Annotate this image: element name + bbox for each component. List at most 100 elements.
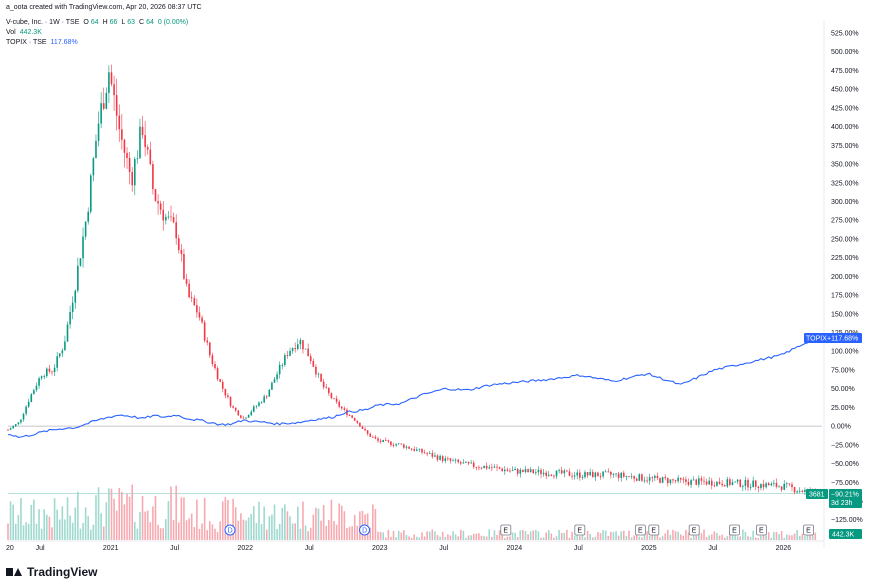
volume-bar [444, 536, 447, 540]
y-tick-label: 150.00% [831, 311, 859, 318]
volume-bar [731, 534, 734, 540]
volume-bar [211, 524, 214, 540]
candle-body [7, 429, 9, 431]
candle-body [77, 265, 79, 291]
volume-bar [216, 531, 219, 540]
candle-body [465, 461, 467, 463]
volume-bar [700, 533, 703, 540]
candle-body [139, 126, 141, 159]
volume-bar [465, 537, 467, 540]
volume-bar [77, 491, 79, 540]
candle-body [661, 477, 664, 483]
volume-bar [677, 531, 679, 540]
volume-bar [258, 501, 260, 540]
volume-legend[interactable]: Vol 442.3K [6, 28, 44, 37]
candle-body [157, 201, 159, 204]
volume-bar [760, 535, 762, 540]
candle-body [651, 477, 654, 479]
volume-bar [188, 518, 190, 540]
volume-bar [183, 497, 185, 540]
volume-bar [739, 536, 742, 540]
volume-bar [535, 529, 537, 540]
volume-bar [302, 501, 304, 540]
volume-bar [540, 537, 542, 540]
candle-body [165, 216, 167, 221]
volume-bar [128, 496, 131, 540]
volume-bar [674, 531, 677, 540]
candle-body [643, 480, 646, 482]
x-tick-label: Jul [170, 545, 179, 552]
candle-body [628, 476, 630, 478]
volume-bar [615, 531, 617, 540]
volume-bar [12, 504, 14, 540]
candle-body [183, 253, 185, 279]
volume-bar [232, 498, 234, 540]
y-tick-label: 425.00% [831, 105, 859, 112]
volume-bar [102, 526, 105, 540]
candle-body [729, 479, 731, 485]
volume-bar [237, 520, 240, 540]
volume-bar [669, 534, 672, 540]
candle-body [679, 477, 682, 480]
symbol-legend[interactable]: V-cube, Inc. · 1W · TSE O 64 H 66 L 63 C 64 … [6, 18, 190, 27]
candle-body [426, 453, 428, 455]
candle-body [457, 459, 460, 463]
volume-bar [340, 505, 343, 540]
volume-bar [374, 508, 377, 540]
candle-body [431, 453, 434, 457]
candle-body [211, 355, 214, 364]
volume-bar [654, 533, 656, 540]
volume-bar [133, 521, 136, 540]
candle-body [66, 324, 69, 342]
candle-body [731, 482, 734, 485]
candle-body [545, 472, 547, 476]
volume-bar [193, 527, 196, 540]
volume-bar [416, 536, 418, 540]
y-tick-label: 450.00% [831, 87, 859, 94]
volume-bar [770, 537, 773, 540]
candle-body [581, 477, 584, 479]
volume-bar [79, 528, 82, 540]
volume-bar [95, 495, 97, 540]
volume-bar [265, 529, 268, 540]
candle-body [529, 469, 532, 473]
candle-body [214, 363, 216, 369]
candle-body [38, 378, 40, 386]
event-marker-label: E [638, 528, 643, 535]
volume-bar [291, 523, 294, 540]
candle-body [294, 348, 297, 350]
volume-bar [330, 499, 333, 540]
candle-body [92, 158, 95, 176]
topix-legend[interactable]: TOPIX · TSE 117.68% [6, 38, 80, 47]
topix-badge-value: +117.68% [827, 336, 858, 343]
symbol-title[interactable]: V-cube, Inc. · 1W · TSE [6, 19, 80, 26]
volume-label: Vol [6, 29, 16, 36]
event-marker-label: E [806, 528, 811, 535]
candle-body [89, 175, 92, 212]
candle-body [682, 479, 685, 481]
candle-body [646, 480, 648, 482]
volume-bar [84, 507, 87, 540]
candle-body [276, 374, 278, 380]
candle-body [615, 473, 617, 475]
volume-bar [620, 531, 623, 540]
volume-bar [328, 520, 330, 540]
volume-bar [224, 497, 227, 540]
earnings-marker [729, 524, 740, 536]
volume-bar [58, 519, 61, 540]
volume-bar [203, 497, 206, 540]
y-tick-label: −50.00% [831, 461, 859, 468]
candle-body [369, 433, 372, 437]
candle-body [185, 278, 188, 284]
candle-body [654, 475, 656, 478]
candle-body [780, 486, 783, 490]
tradingview-logo[interactable]: TradingView [6, 565, 97, 579]
volume-bar [322, 505, 325, 540]
candle-body [167, 216, 170, 218]
x-tick-label: Jul [36, 545, 45, 552]
candle-body [630, 476, 633, 477]
volume-bar [462, 530, 465, 540]
event-marker-label: E [759, 528, 764, 535]
volume-bar [240, 513, 242, 540]
